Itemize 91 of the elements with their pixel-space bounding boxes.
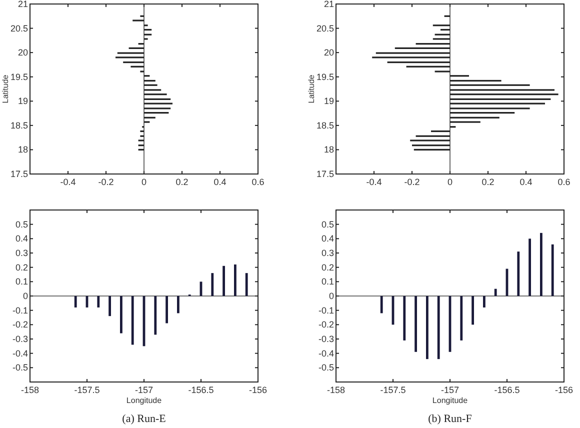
y-tick-label: -0.4 [12, 348, 28, 358]
y-tick-label: 0 [328, 291, 334, 301]
bar [414, 296, 417, 352]
x-tick-label: 0.2 [482, 177, 494, 187]
x-tick-label: -156.5 [494, 385, 520, 395]
x-tick-label: -158 [20, 385, 40, 395]
bar [166, 296, 168, 324]
bar [74, 296, 77, 308]
y-tick-label: 19 [18, 96, 28, 106]
y-tick-label: 20 [18, 48, 28, 58]
x-tick-label: 0 [141, 177, 147, 187]
bar [551, 244, 554, 296]
bar [120, 296, 122, 334]
y-tick-label: 0.2 [15, 262, 28, 272]
bar [245, 273, 248, 296]
y-tick-label: -0.4 [318, 348, 334, 358]
y-tick-label: 18.5 [316, 120, 334, 130]
y-tick-label: 0.5 [321, 219, 334, 230]
bar [472, 296, 474, 325]
y-tick-label: 18 [324, 144, 334, 155]
x-tick-label: -0.4 [366, 177, 382, 187]
x-tick-label: 0 [447, 177, 453, 187]
y-tick-label: 0.1 [321, 276, 334, 287]
y-tick-label: 0.4 [15, 234, 28, 244]
y-tick-label: -0.2 [12, 320, 28, 330]
y-axis-title: Latitude [1, 74, 10, 104]
x-tick-label: -156 [554, 385, 574, 395]
y-tick-label: -0.5 [12, 362, 28, 373]
x-tick-label: -157 [134, 385, 154, 395]
y-tick-label: 18.5 [10, 120, 28, 130]
x-tick-label: 0.4 [520, 177, 532, 187]
y-tick-label: 18 [18, 144, 28, 155]
x-tick-label: -158 [326, 385, 346, 395]
x-tick-label: 0.2 [176, 177, 188, 187]
y-tick-label: 0.3 [321, 248, 334, 258]
x-tick-label: -0.2 [98, 177, 114, 187]
y-axis-title: Latitude [307, 74, 316, 104]
x-tick-label: -156.5 [188, 385, 214, 395]
x-tick-label: 0.6 [252, 177, 264, 187]
bar [540, 232, 542, 296]
x-tick-label: -157 [440, 385, 460, 395]
x-axis-title: Longitude [126, 396, 162, 405]
bar [426, 296, 428, 360]
y-tick-label: -0.1 [12, 305, 28, 316]
y-tick-label: 21 [18, 0, 28, 9]
bar [211, 273, 214, 296]
x-tick-label: -157.5 [74, 385, 100, 395]
y-tick-label: 20.5 [316, 23, 334, 34]
y-tick-label: 0 [22, 291, 28, 301]
x-axis-title: Longitude [432, 396, 468, 405]
x-tick-label: -157.5 [380, 385, 406, 395]
y-tick-label: 21 [324, 0, 334, 9]
bar [380, 296, 383, 314]
y-tick-label: 20 [324, 48, 334, 58]
x-tick-label: 0.6 [558, 177, 570, 187]
bar [483, 296, 486, 308]
bar [528, 238, 531, 296]
y-tick-label: -0.5 [318, 362, 334, 373]
text: (b) Run-F [428, 413, 472, 425]
x-tick-label: -156 [248, 385, 268, 395]
y-tick-label: 0.3 [15, 248, 28, 258]
y-tick-label: 0.4 [321, 234, 334, 244]
bar [222, 266, 225, 296]
text: (a) Run-E [122, 413, 166, 425]
bar [234, 264, 236, 296]
x-tick-label: -0.4 [60, 177, 76, 187]
y-tick-label: 19.5 [316, 72, 334, 82]
bar [460, 296, 463, 340]
bar [108, 296, 111, 316]
bar [154, 296, 157, 335]
y-tick-label: 0.2 [321, 262, 334, 272]
y-tick-label: 19 [324, 96, 334, 106]
bar [403, 296, 406, 340]
y-tick-label: -0.3 [12, 334, 28, 344]
x-tick-label: 0.4 [214, 177, 226, 187]
y-tick-label: -0.1 [318, 305, 334, 316]
y-tick-label: 17.5 [316, 169, 334, 179]
y-tick-label: 17.5 [10, 169, 28, 179]
bar [97, 296, 100, 308]
bar [131, 296, 134, 345]
bar [494, 288, 497, 296]
y-tick-label: -0.3 [318, 334, 334, 344]
y-tick-label: 20.5 [10, 23, 28, 34]
y-tick-label: 19.5 [10, 72, 28, 82]
y-tick-label: 0.5 [15, 219, 28, 230]
y-tick-label: 0.1 [15, 276, 28, 287]
x-tick-label: -0.2 [404, 177, 420, 187]
bar [517, 252, 520, 296]
bar [437, 296, 440, 360]
bar [177, 296, 180, 314]
y-tick-label: -0.2 [318, 320, 334, 330]
